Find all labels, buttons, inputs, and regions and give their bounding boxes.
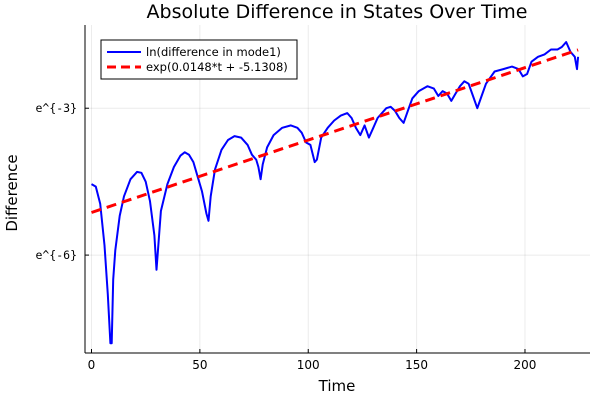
axes: [84, 25, 590, 354]
x-tick-label: 150: [405, 358, 428, 372]
x-tick-label: 100: [297, 358, 320, 372]
x-tick-label: 200: [514, 358, 537, 372]
grid-lines: [85, 25, 590, 353]
y-tick-label: e^{-3}: [35, 101, 77, 115]
y-axis-label: Difference: [3, 154, 21, 231]
legend-label-series-2: exp(0.0148*t + -5.1308): [146, 60, 288, 74]
legend: ln(difference in mode1) exp(0.0148*t + -…: [100, 39, 298, 80]
ticks: 0 50 100 150 200 e^{-3} e^{-6}: [35, 101, 536, 372]
y-tick-label: e^{-6}: [35, 248, 77, 262]
legend-label-series-1: ln(difference in mode1): [146, 45, 281, 59]
x-axis-label: Time: [318, 377, 356, 395]
x-tick-label: 50: [192, 358, 207, 372]
legend-box: [100, 39, 298, 80]
series-line-1: [90, 41, 580, 345]
x-tick-label: 0: [88, 358, 96, 372]
series-line-2: [91, 48, 579, 214]
series-layer: [90, 41, 580, 345]
chart-title: Absolute Difference in States Over Time: [147, 1, 528, 23]
